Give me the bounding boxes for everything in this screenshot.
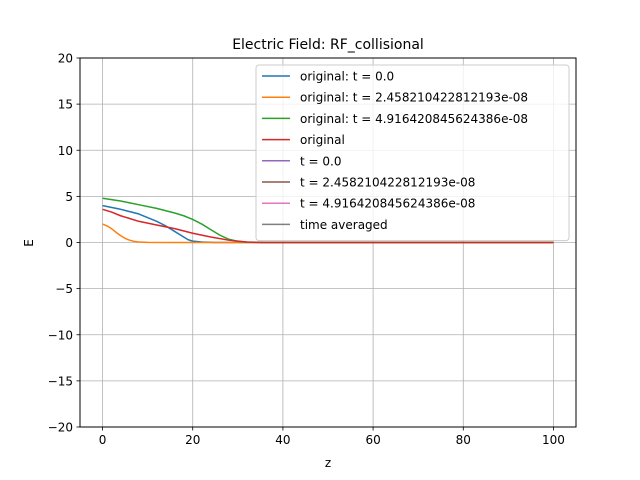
legend-label-0: original: t = 0.0 [300,70,394,84]
x-tick-label: 80 [456,433,471,447]
tick-layer: 0 20 40 60 80 100 −20 −15 −10 −5 0 5 10 15 20 [48,52,565,448]
y-tick-label: −15 [48,374,73,388]
y-tick-label: 15 [58,98,73,112]
legend-label-5: t = 2.458210422812193e-08 [300,176,475,190]
series-layer [102,197,554,244]
legend-label-2: original: t = 4.916420845624386e-08 [300,112,528,126]
y-tick-label: −10 [48,328,73,342]
x-tick-label: 0 [99,433,107,447]
legend: original: t = 0.0 original: t = 2.4582104… [255,64,570,242]
series-line-3 [102,208,554,244]
legend-box [255,64,570,242]
y-tick-label: 5 [65,190,73,204]
legend-label-3: original [300,133,345,147]
y-tick-label: 0 [65,236,73,250]
y-tick-label: −20 [48,421,73,435]
x-tick-label: 100 [542,433,565,447]
y-axis-label: E [22,239,36,247]
chart-title: Electric Field: RF_collisional [232,37,424,53]
y-tick-label: 10 [58,144,73,158]
legend-label-7: time averaged [300,218,388,232]
y-tick-label: 20 [58,52,73,66]
y-tick-label: −5 [55,282,73,296]
x-tick-label: 20 [185,433,200,447]
legend-label-6: t = 4.916420845624386e-08 [300,197,475,211]
legend-label-4: t = 0.0 [300,154,341,168]
x-tick-label: 60 [365,433,380,447]
x-tick-label: 40 [275,433,290,447]
legend-label-1: original: t = 2.458210422812193e-08 [300,91,528,105]
x-axis-label: z [325,456,331,470]
